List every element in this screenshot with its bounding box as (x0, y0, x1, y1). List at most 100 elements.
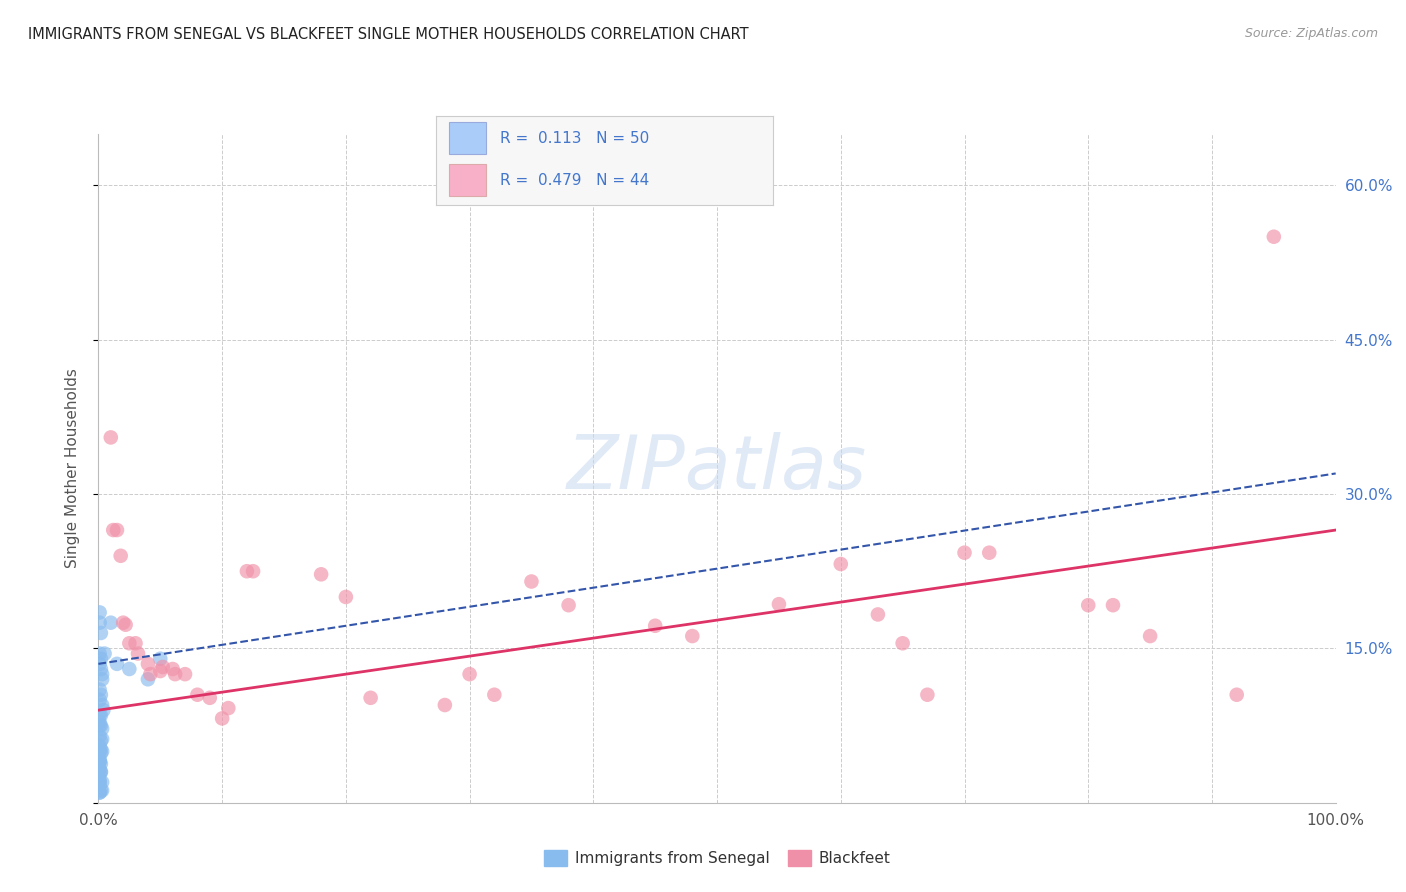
Point (768, 597, 790, 611)
Point (136, 657, 159, 671)
Point (89, 715, 111, 730)
Point (91, 722, 114, 736)
Point (89, 777, 111, 791)
Point (127, 647, 149, 661)
Text: ZIPatlas: ZIPatlas (567, 433, 868, 504)
Point (89, 657, 111, 671)
Point (89, 615, 111, 630)
Point (162, 662, 184, 676)
Text: R =  0.479   N = 44: R = 0.479 N = 44 (501, 173, 650, 187)
Point (979, 546, 1001, 560)
Point (93, 703, 115, 717)
Point (89, 739, 111, 754)
Point (149, 651, 172, 665)
Point (309, 567, 332, 582)
Point (1077, 598, 1099, 612)
Point (90, 764, 112, 779)
Point (644, 619, 666, 633)
Point (90, 756, 112, 771)
Point (89, 718, 111, 732)
Point (124, 636, 146, 650)
Point (360, 690, 382, 705)
Point (91, 698, 114, 712)
Point (89, 744, 111, 758)
Point (681, 629, 703, 643)
Point (91, 667, 114, 681)
Point (91, 775, 114, 789)
Point (217, 701, 239, 715)
Point (91, 744, 114, 758)
Point (90, 708, 112, 723)
Point (90, 783, 112, 797)
Point (90, 734, 112, 748)
Point (89, 647, 111, 661)
Text: Source: ZipAtlas.com: Source: ZipAtlas.com (1244, 27, 1378, 40)
Point (139, 667, 162, 681)
Point (136, 673, 159, 687)
Point (90, 688, 112, 702)
Point (866, 607, 889, 622)
Point (198, 690, 221, 705)
Point (89, 729, 111, 743)
Point (89, 755, 111, 769)
Point (242, 564, 264, 578)
Point (953, 546, 976, 560)
Point (103, 523, 125, 537)
Point (100, 615, 122, 630)
Point (118, 662, 141, 676)
Point (89, 755, 111, 769)
Point (174, 667, 197, 681)
Point (891, 636, 914, 650)
Point (89, 708, 111, 723)
Point (90, 747, 112, 761)
Point (186, 688, 208, 702)
Point (89, 773, 111, 788)
Point (118, 636, 141, 650)
Point (89, 785, 111, 799)
Point (90, 742, 112, 756)
Point (1102, 598, 1125, 612)
Point (1226, 688, 1249, 702)
Point (830, 557, 852, 571)
Text: R =  0.113   N = 50: R = 0.113 N = 50 (501, 131, 650, 145)
Point (89, 785, 111, 799)
Bar (450, 122, 486, 154)
Point (149, 664, 172, 678)
Point (100, 430, 122, 444)
Bar (450, 164, 486, 196)
Point (433, 698, 456, 712)
Y-axis label: Single Mother Households: Single Mother Households (65, 368, 80, 568)
Point (236, 564, 259, 578)
Point (89, 693, 111, 707)
Point (90, 662, 112, 676)
Point (917, 688, 939, 702)
Point (520, 574, 543, 589)
Point (152, 660, 174, 674)
Point (89, 753, 111, 767)
Point (165, 667, 187, 681)
Point (1139, 629, 1161, 643)
Text: IMMIGRANTS FROM SENEGAL VS BLACKFEET SINGLE MOTHER HOUSEHOLDS CORRELATION CHART: IMMIGRANTS FROM SENEGAL VS BLACKFEET SIN… (28, 27, 749, 42)
Point (110, 549, 132, 563)
Point (105, 523, 128, 537)
Point (458, 667, 481, 681)
Point (89, 767, 111, 781)
Legend: Immigrants from Senegal, Blackfeet: Immigrants from Senegal, Blackfeet (538, 844, 896, 872)
Point (1263, 229, 1285, 244)
Point (90, 651, 112, 665)
Point (90, 626, 112, 640)
Point (90, 764, 112, 779)
Point (89, 606, 111, 620)
Point (91, 673, 114, 687)
Point (89, 762, 111, 776)
Point (557, 598, 579, 612)
Point (91, 783, 114, 797)
Point (90, 718, 112, 732)
Point (484, 688, 506, 702)
Point (112, 615, 135, 630)
Point (89, 775, 111, 789)
Point (89, 682, 111, 697)
Point (93, 647, 115, 661)
Point (335, 590, 357, 604)
Point (105, 657, 128, 671)
